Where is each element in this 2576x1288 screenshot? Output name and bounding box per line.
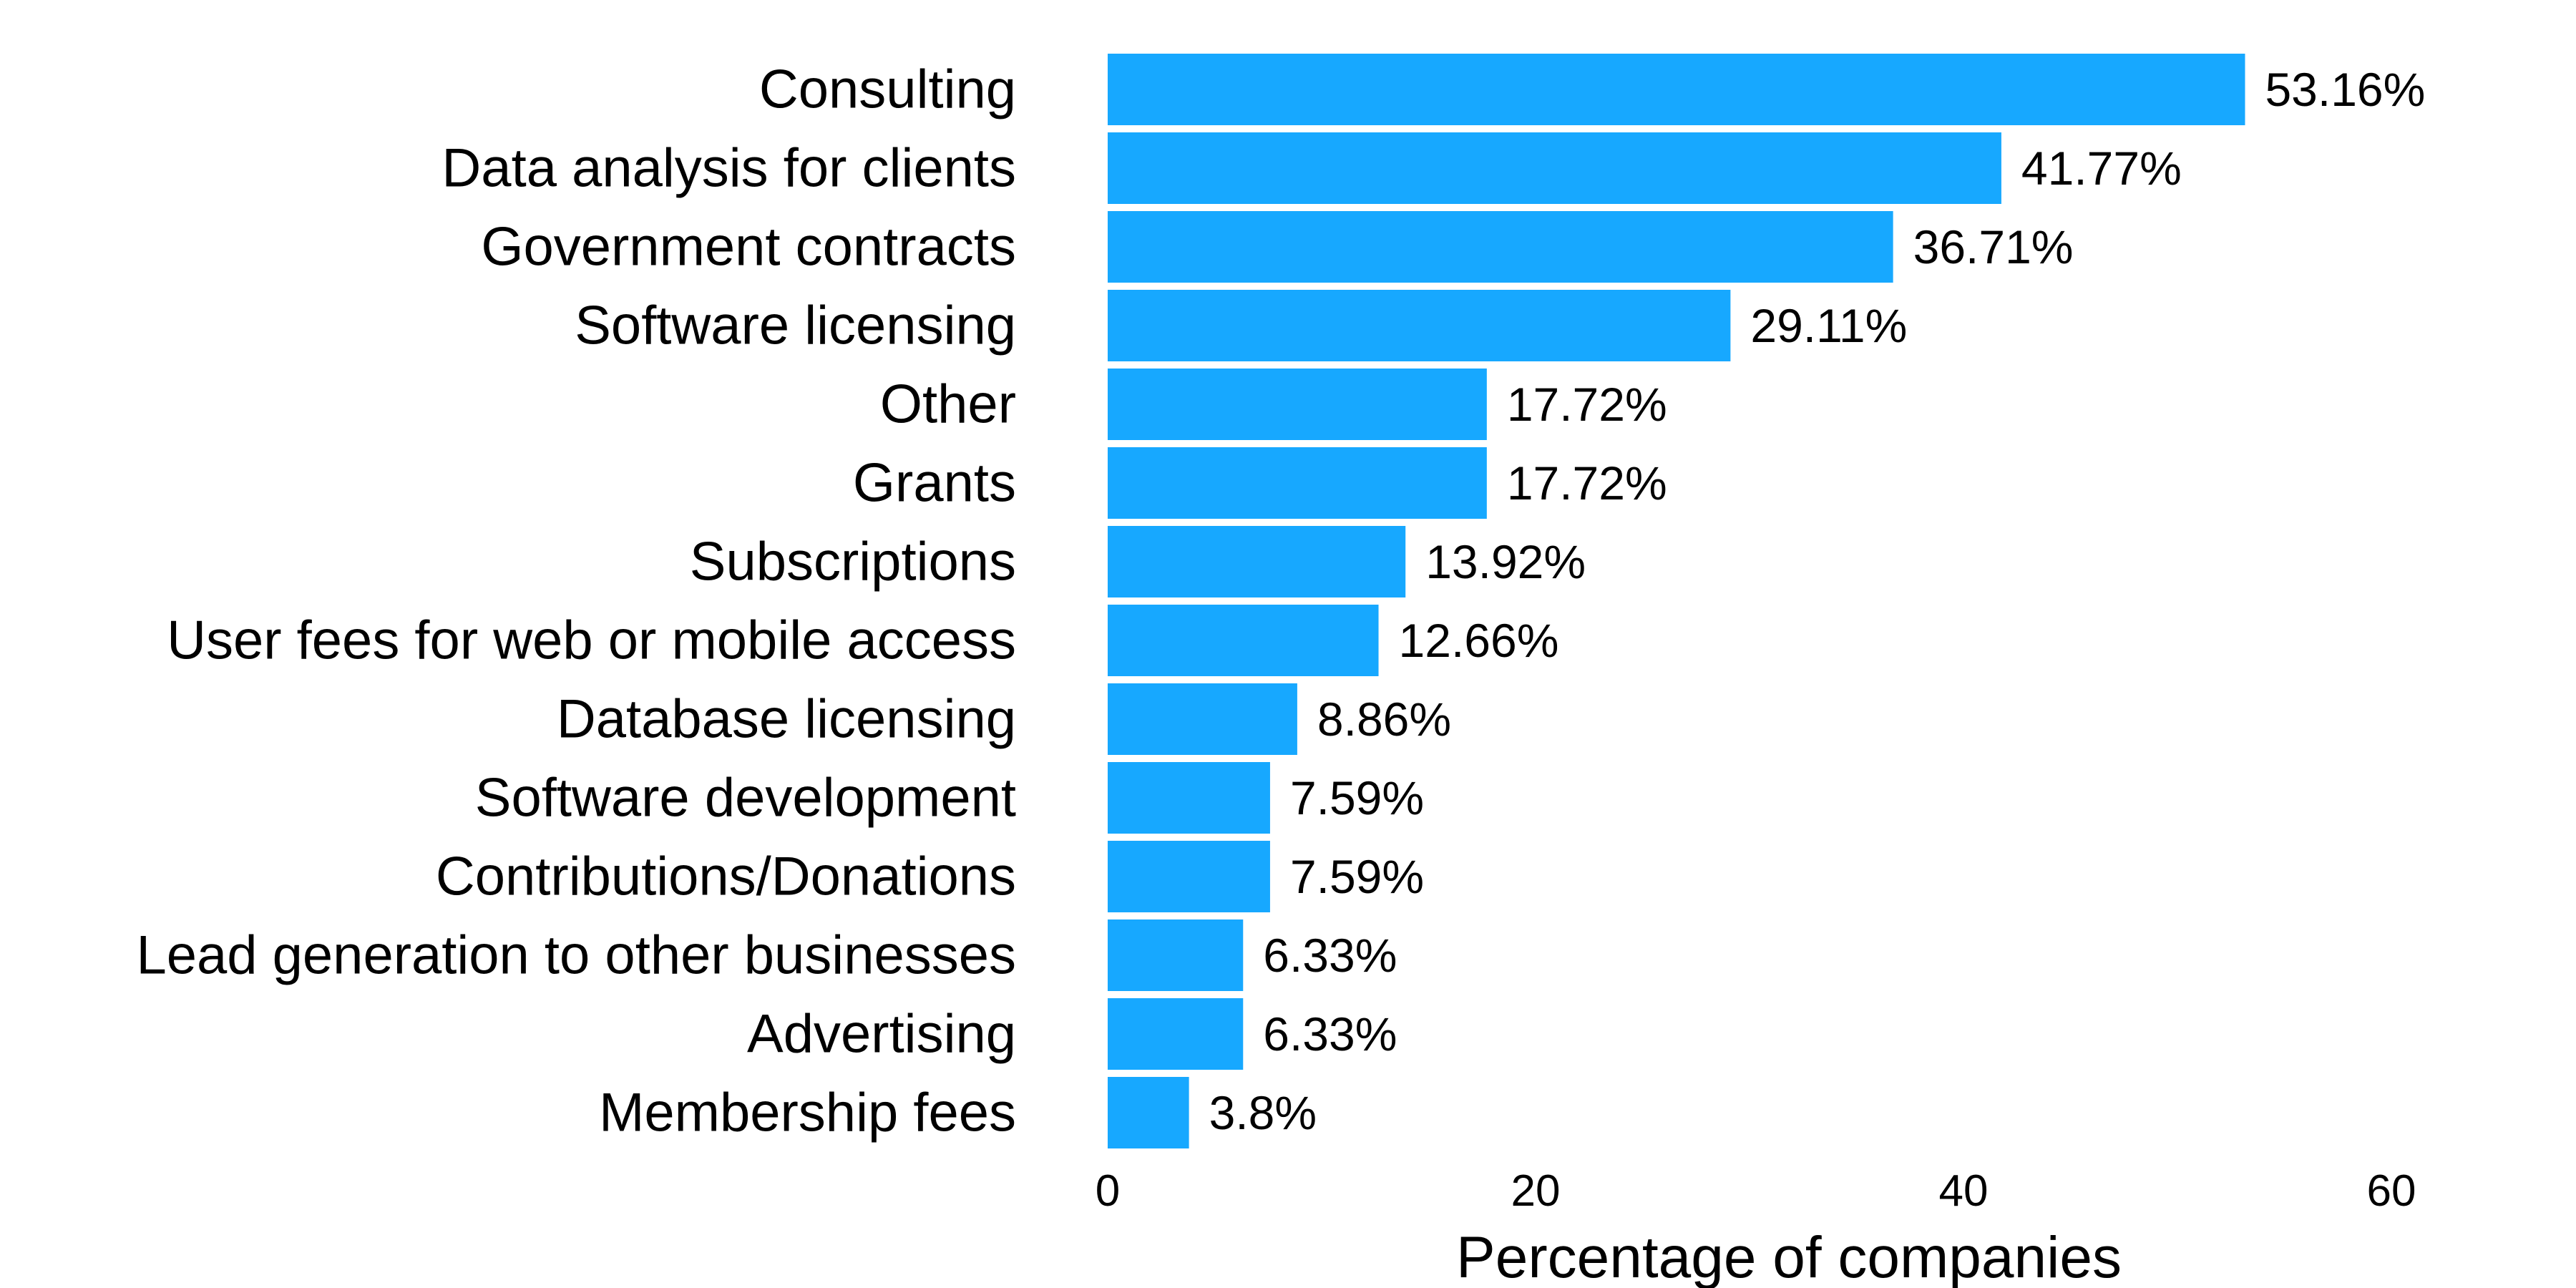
value-label: 12.66% (1399, 614, 1559, 667)
category-label: Software licensing (575, 296, 1016, 356)
value-label: 41.77% (2021, 142, 2182, 195)
bar (1108, 54, 2245, 125)
value-label: 17.72% (1507, 457, 1667, 509)
bar (1108, 683, 1297, 755)
category-label: Lead generation to other businesses (136, 925, 1016, 986)
category-label: Database licensing (557, 689, 1016, 750)
category-label: Subscriptions (690, 532, 1016, 592)
category-label: Grants (853, 453, 1016, 514)
x-tick-label: 40 (1939, 1166, 1989, 1216)
value-label: 13.92% (1425, 535, 1586, 588)
value-label: 6.33% (1263, 929, 1397, 982)
bar (1108, 526, 1406, 597)
bar (1108, 762, 1270, 834)
bar (1108, 919, 1244, 991)
bar (1108, 369, 1487, 440)
x-tick-label: 60 (2367, 1166, 2416, 1216)
category-label: User fees for web or mobile access (167, 610, 1016, 671)
value-label: 6.33% (1263, 1008, 1397, 1060)
value-label: 36.71% (1913, 220, 2074, 273)
category-label: Government contracts (481, 217, 1016, 278)
x-tick-label: 0 (1096, 1166, 1120, 1216)
category-label: Software development (475, 768, 1016, 829)
bar (1108, 605, 1379, 676)
bar (1108, 841, 1270, 912)
category-label: Consulting (759, 59, 1016, 120)
category-label: Contributions/Donations (436, 847, 1016, 907)
category-label: Membership fees (599, 1083, 1016, 1143)
value-label: 7.59% (1290, 850, 1424, 903)
category-label: Advertising (747, 1004, 1016, 1065)
value-labels-group: 53.16% 41.77% 36.71%29.11% 17.72% 17.72% 13.9… (1209, 63, 2426, 1139)
value-label: 8.86% (1317, 693, 1451, 746)
bar (1108, 447, 1487, 519)
bar (1108, 998, 1244, 1070)
x-tick-label: 20 (1511, 1166, 1561, 1216)
bar (1108, 290, 1731, 361)
value-label: 29.11% (1750, 299, 1907, 352)
bar (1108, 211, 1893, 283)
value-label: 53.16% (2265, 63, 2425, 116)
value-label: 3.8% (1209, 1086, 1317, 1139)
x-axis-title: Percentage of companies (1456, 1225, 2122, 1288)
category-label: Data analysis for clients (441, 138, 1016, 199)
bar (1108, 132, 2001, 204)
x-axis-ticks-group: 0 20 40 60 (1096, 1166, 2416, 1216)
category-labels-group: Consulting Data analysis for clients Gover… (136, 59, 1016, 1143)
value-label: 17.72% (1507, 378, 1667, 431)
category-label: Other (880, 374, 1016, 435)
bars-group (1108, 54, 2245, 1148)
value-label: 7.59% (1290, 771, 1424, 824)
bar (1108, 1077, 1189, 1148)
